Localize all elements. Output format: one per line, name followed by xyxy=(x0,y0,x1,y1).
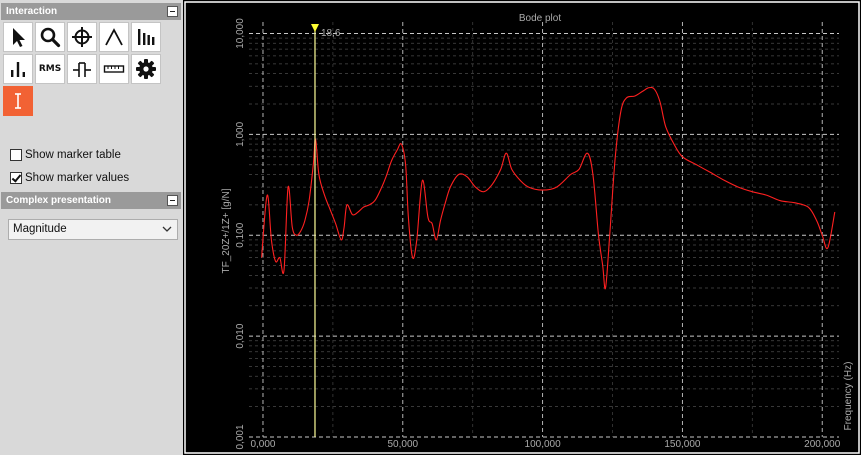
rms-tool-button[interactable]: RMS xyxy=(35,54,65,84)
gear-icon xyxy=(136,59,156,79)
show-marker-values-checkbox[interactable] xyxy=(10,172,22,184)
series-line xyxy=(261,86,836,290)
presentation-select[interactable]: Magnitude xyxy=(8,219,178,240)
pointer-icon xyxy=(13,28,25,47)
left-panel: Interaction xyxy=(0,0,182,455)
rms-icon: RMS xyxy=(38,64,62,74)
chevron-down-icon xyxy=(162,226,172,232)
x-tick-label: 200,000 xyxy=(804,439,841,450)
zoom-tool-button[interactable] xyxy=(35,22,65,52)
harmonics-icon xyxy=(138,29,155,45)
ruler-tool-button[interactable] xyxy=(99,54,129,84)
x-tick-label: 150,000 xyxy=(664,439,701,450)
interaction-title: Interaction xyxy=(6,6,58,17)
show-marker-table-label: Show marker table xyxy=(25,149,121,161)
marker-handle[interactable] xyxy=(310,24,319,32)
complex-presentation-collapse-button[interactable] xyxy=(167,195,178,206)
chart-title: Bode plot xyxy=(519,13,561,24)
band-icon xyxy=(73,62,91,77)
show-marker-table-option[interactable]: Show marker table xyxy=(10,147,121,163)
zoom-icon xyxy=(40,27,61,48)
peak-icon xyxy=(105,28,123,46)
show-marker-values-label: Show marker values xyxy=(25,172,130,184)
y-tick-label: 0,100 xyxy=(235,222,246,247)
x-axis-label: Frequency (Hz) xyxy=(843,362,854,431)
show-marker-table-checkbox[interactable] xyxy=(10,149,22,161)
y-tick-label: 0,001 xyxy=(235,424,246,449)
marker-value-label: 18,6 xyxy=(321,28,341,39)
harmonics-tool-button[interactable] xyxy=(131,22,161,52)
bars-tool-button[interactable] xyxy=(3,54,33,84)
complex-presentation-header: Complex presentation xyxy=(1,192,181,209)
interaction-header: Interaction xyxy=(1,3,181,20)
interaction-collapse-button[interactable] xyxy=(167,6,178,17)
band-tool-button[interactable] xyxy=(67,54,97,84)
crosshair-tool-button[interactable] xyxy=(67,22,97,52)
peak-tool-button[interactable] xyxy=(99,22,129,52)
x-tick-label: 50,000 xyxy=(387,439,418,450)
show-marker-values-option[interactable]: Show marker values xyxy=(10,170,129,186)
complex-presentation-title: Complex presentation xyxy=(6,195,112,206)
bars-icon xyxy=(11,62,25,77)
x-tick-label: 100,000 xyxy=(525,439,562,450)
y-tick-label: 1,000 xyxy=(235,121,246,146)
presentation-select-value: Magnitude xyxy=(13,223,67,235)
x-tick-label: 0,000 xyxy=(250,439,275,450)
bode-plot-panel[interactable]: 0,001 0,010 0,100 1,000 10,000 0,000 50,000 100… xyxy=(183,0,861,455)
y-tick-label: 0,010 xyxy=(235,323,246,348)
bode-plot[interactable]: 0,001 0,010 0,100 1,000 10,000 0,000 50,000 100… xyxy=(183,0,861,455)
cursor-marker-tool-button[interactable] xyxy=(3,86,33,116)
y-axis-label: TF_20Z+/1Z+ [g/N] xyxy=(221,188,232,273)
ruler-icon xyxy=(103,65,125,73)
pointer-tool-button[interactable] xyxy=(3,22,33,52)
y-tick-label: 10,000 xyxy=(235,18,246,49)
settings-tool-button[interactable] xyxy=(131,54,161,84)
cursor-marker-icon xyxy=(15,93,21,109)
crosshair-icon xyxy=(72,27,92,47)
